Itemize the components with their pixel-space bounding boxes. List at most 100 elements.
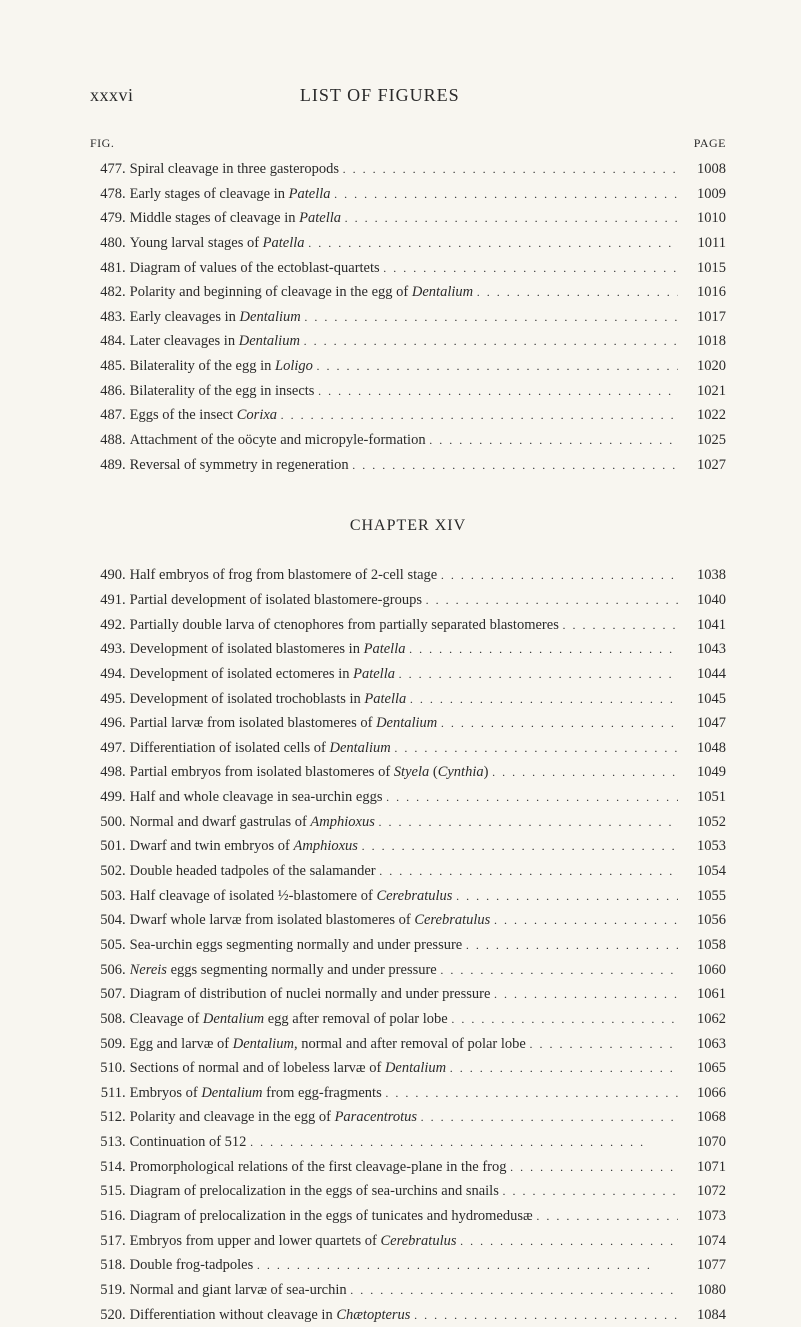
figure-description: Partial larvæ from isolated blastomeres … xyxy=(130,711,678,736)
figure-description: Promorphological relations of the first … xyxy=(130,1155,678,1180)
figure-page: 1073 xyxy=(678,1204,726,1229)
figure-number-dot: . xyxy=(122,834,126,859)
page-header: xxxvi LIST OF FIGURES xyxy=(90,85,726,106)
figure-entry: 514.Promorphological relations of the fi… xyxy=(90,1155,726,1180)
figure-number-dot: . xyxy=(122,760,126,785)
figure-description: Bilaterality of the egg in Loligo xyxy=(130,354,678,379)
figure-description: Reversal of symmetry in regeneration xyxy=(130,453,678,478)
figure-page: 1055 xyxy=(678,884,726,909)
figure-entry: 499.Half and whole cleavage in sea-urchi… xyxy=(90,785,726,810)
figure-page: 1077 xyxy=(678,1253,726,1278)
figure-description: Eggs of the insect Corixa xyxy=(130,403,678,428)
figure-number-dot: . xyxy=(122,982,126,1007)
figure-page: 1038 xyxy=(678,563,726,588)
figure-number-dot: . xyxy=(122,613,126,638)
figure-description: Spiral cleavage in three gasteropods xyxy=(130,157,678,182)
figure-entry: 517.Embryos from upper and lower quartet… xyxy=(90,1229,726,1254)
figure-number: 492 xyxy=(90,613,122,638)
figure-page: 1072 xyxy=(678,1179,726,1204)
figure-number-dot: . xyxy=(122,711,126,736)
figure-page: 1054 xyxy=(678,859,726,884)
page-column-header: PAGE xyxy=(694,136,726,151)
figure-page: 1056 xyxy=(678,908,726,933)
figure-entry: 478.Early stages of cleavage in Patella … xyxy=(90,182,726,207)
figure-number-dot: . xyxy=(122,1179,126,1204)
figure-number-dot: . xyxy=(122,231,126,256)
figure-entry: 504.Dwarf whole larvæ from isolated blas… xyxy=(90,908,726,933)
figure-number-dot: . xyxy=(122,1105,126,1130)
figure-number-dot: . xyxy=(122,1278,126,1303)
figure-page: 1043 xyxy=(678,637,726,662)
figure-number: 490 xyxy=(90,563,122,588)
figure-description: Middle stages of cleavage in Patella xyxy=(130,206,678,231)
figure-number-dot: . xyxy=(122,1253,126,1278)
figure-number: 497 xyxy=(90,736,122,761)
figure-number: 479 xyxy=(90,206,122,231)
figure-entry: 489.Reversal of symmetry in regeneration… xyxy=(90,453,726,478)
figure-number: 512 xyxy=(90,1105,122,1130)
figure-entry: 494.Development of isolated ectomeres in… xyxy=(90,662,726,687)
figure-entry: 490.Half embryos of frog from blastomere… xyxy=(90,563,726,588)
figure-number-dot: . xyxy=(122,329,126,354)
figure-description: Diagram of prelocalization in the eggs o… xyxy=(130,1179,678,1204)
figure-number-dot: . xyxy=(122,305,126,330)
figure-description: Dwarf and twin embryos of Amphioxus xyxy=(130,834,678,859)
figure-page: 1070 xyxy=(678,1130,726,1155)
figure-entry: 516.Diagram of prelocalization in the eg… xyxy=(90,1204,726,1229)
figure-description: Young larval stages of Patella xyxy=(130,231,678,256)
figure-number: 511 xyxy=(90,1081,122,1106)
figure-page: 1022 xyxy=(678,403,726,428)
figure-page: 1017 xyxy=(678,305,726,330)
figure-page: 1049 xyxy=(678,760,726,785)
figure-description: Half cleavage of isolated ½-blastomere o… xyxy=(130,884,678,909)
chapter-heading: CHAPTER XIV xyxy=(90,517,726,535)
figure-entry: 481.Diagram of values of the ectoblast-q… xyxy=(90,256,726,281)
figure-page: 1058 xyxy=(678,933,726,958)
figure-number-dot: . xyxy=(122,662,126,687)
figure-number: 496 xyxy=(90,711,122,736)
figure-entry: 502.Double headed tadpoles of the salama… xyxy=(90,859,726,884)
figure-number: 515 xyxy=(90,1179,122,1204)
figure-number: 520 xyxy=(90,1303,122,1327)
figure-page: 1061 xyxy=(678,982,726,1007)
figure-number-dot: . xyxy=(122,908,126,933)
figure-entry: 482.Polarity and beginning of cleavage i… xyxy=(90,280,726,305)
figure-description: Development of isolated blastomeres in P… xyxy=(130,637,678,662)
figure-entry: 515.Diagram of prelocalization in the eg… xyxy=(90,1179,726,1204)
figure-entry: 505.Sea-urchin eggs segmenting normally … xyxy=(90,933,726,958)
figure-page: 1044 xyxy=(678,662,726,687)
figure-page: 1080 xyxy=(678,1278,726,1303)
figure-number-dot: . xyxy=(122,1155,126,1180)
figure-entry: 488.Attachment of the oöcyte and micropy… xyxy=(90,428,726,453)
figure-description: Later cleavages in Dentalium xyxy=(130,329,678,354)
figure-entry: 518.Double frog-tadpoles 1077 xyxy=(90,1253,726,1278)
figure-page: 1041 xyxy=(678,613,726,638)
figure-number: 498 xyxy=(90,760,122,785)
figure-number: 504 xyxy=(90,908,122,933)
figure-number: 502 xyxy=(90,859,122,884)
figure-description: Sea-urchin eggs segmenting normally and … xyxy=(130,933,678,958)
figure-number: 506 xyxy=(90,958,122,983)
figure-list-section-1: 477.Spiral cleavage in three gasteropods… xyxy=(90,157,726,477)
figure-number-dot: . xyxy=(122,563,126,588)
figure-description: Normal and giant larvæ of sea-urchin xyxy=(130,1278,678,1303)
figure-description: Partial development of isolated blastome… xyxy=(130,588,678,613)
figure-page: 1010 xyxy=(678,206,726,231)
figure-entry: 501.Dwarf and twin embryos of Amphioxus … xyxy=(90,834,726,859)
figure-description: Attachment of the oöcyte and micropyle-f… xyxy=(130,428,678,453)
figure-number-dot: . xyxy=(122,1056,126,1081)
figure-number: 505 xyxy=(90,933,122,958)
page-title: LIST OF FIGURES xyxy=(74,85,686,106)
figure-number-dot: . xyxy=(122,687,126,712)
figure-description: Development of isolated trochoblasts in … xyxy=(130,687,678,712)
figure-number: 499 xyxy=(90,785,122,810)
figure-page: 1020 xyxy=(678,354,726,379)
figure-number-dot: . xyxy=(122,810,126,835)
figure-entry: 512.Polarity and cleavage in the egg of … xyxy=(90,1105,726,1130)
column-headers: FIG. PAGE xyxy=(90,136,726,151)
figure-number-dot: . xyxy=(122,884,126,909)
figure-description: Partial embryos from isolated blastomere… xyxy=(130,760,678,785)
figure-number: 507 xyxy=(90,982,122,1007)
figure-entry: 519.Normal and giant larvæ of sea-urchin… xyxy=(90,1278,726,1303)
figure-number-dot: . xyxy=(122,354,126,379)
